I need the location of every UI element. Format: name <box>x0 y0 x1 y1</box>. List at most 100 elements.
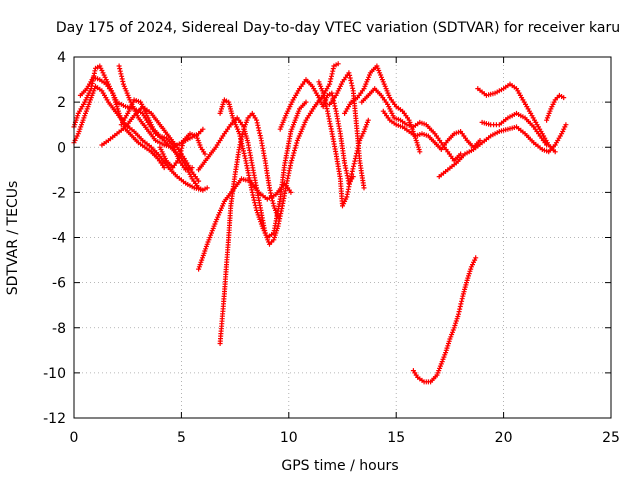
data-point <box>450 329 455 335</box>
data-point <box>294 140 300 146</box>
axis-ticks <box>73 56 612 419</box>
data-point <box>414 140 420 146</box>
data-point <box>451 325 457 331</box>
data-point <box>199 257 205 263</box>
data-point <box>207 235 213 240</box>
data-point <box>362 126 368 132</box>
y-tick-label: 4 <box>57 50 66 66</box>
data-point <box>76 129 82 134</box>
data-point <box>235 126 241 132</box>
data-point <box>212 221 218 227</box>
data-point <box>197 262 203 268</box>
data-point <box>455 314 461 319</box>
y-tick-label: -6 <box>52 276 66 292</box>
data-point <box>299 126 305 132</box>
data-point <box>126 108 132 114</box>
data-point <box>464 277 470 283</box>
data-point <box>83 110 88 116</box>
data-point <box>552 149 558 155</box>
data-point <box>115 108 121 114</box>
data-point <box>97 63 103 69</box>
data-point <box>385 90 391 96</box>
data-point <box>291 122 296 128</box>
series-arc-21 <box>77 74 167 171</box>
data-point <box>122 124 128 130</box>
y-tick-label: 0 <box>57 140 66 156</box>
data-point <box>346 70 352 76</box>
data-point <box>560 129 566 134</box>
series-arc-11 <box>316 79 371 209</box>
data-point <box>204 241 210 247</box>
data-point <box>244 117 250 123</box>
data-point <box>468 266 474 272</box>
data-point <box>116 110 122 116</box>
data-point <box>189 165 195 171</box>
data-point <box>147 119 153 125</box>
data-point <box>288 189 294 195</box>
data-point <box>438 361 444 367</box>
data-point <box>72 138 78 143</box>
x-tick-label: 10 <box>280 430 298 446</box>
data-point <box>117 66 123 72</box>
data-point <box>323 103 329 109</box>
data-point <box>126 95 132 101</box>
data-point <box>218 108 224 114</box>
data-point <box>277 126 283 132</box>
data-point <box>443 350 449 356</box>
data-point <box>292 148 297 153</box>
data-point <box>124 90 130 96</box>
data-point <box>254 207 260 213</box>
data-point <box>319 88 325 94</box>
data-point <box>279 122 285 128</box>
data-point <box>219 106 224 112</box>
data-point <box>273 207 278 213</box>
data-point <box>200 187 206 193</box>
data-point <box>473 255 479 261</box>
data-point <box>301 122 307 128</box>
data-point <box>361 185 367 191</box>
data-point <box>92 86 98 92</box>
data-point <box>378 72 384 78</box>
chart-title: Day 175 of 2024, Sidereal Day-to-day VTE… <box>56 20 620 36</box>
y-tick-label: -12 <box>43 411 66 427</box>
data-point <box>437 365 443 371</box>
series-arc-9 <box>217 97 309 240</box>
data-point <box>118 115 124 121</box>
series-arc-7 <box>217 110 281 346</box>
series-arc-20 <box>544 92 567 123</box>
data-point <box>364 122 370 128</box>
data-point <box>259 223 265 229</box>
x-axis-label: GPS time / hours <box>281 458 398 474</box>
data-point <box>316 79 322 85</box>
data-point <box>291 150 297 156</box>
data-point <box>445 343 451 349</box>
y-tick-label: -10 <box>43 366 66 382</box>
data-point <box>363 81 369 87</box>
data-point <box>257 216 263 222</box>
series-arc-4 <box>99 104 202 184</box>
data-point <box>86 101 92 107</box>
data-point <box>79 122 84 128</box>
data-point <box>270 198 275 204</box>
data-point <box>333 92 339 98</box>
series-arc-13 <box>342 63 423 155</box>
data-point <box>328 76 334 82</box>
data-point <box>365 117 371 123</box>
data-point <box>365 77 371 83</box>
data-point <box>466 271 472 277</box>
data-point <box>380 79 386 85</box>
data-point <box>257 130 263 136</box>
data-point <box>200 255 205 261</box>
data-point <box>196 266 202 272</box>
data-point <box>458 301 464 307</box>
data-point <box>170 142 176 148</box>
series-arc-15 <box>380 108 483 152</box>
data-point <box>219 205 224 211</box>
data-point <box>204 185 210 191</box>
data-point <box>194 135 200 141</box>
data-point <box>281 117 287 123</box>
data-point <box>361 86 367 92</box>
data-point <box>453 318 459 324</box>
